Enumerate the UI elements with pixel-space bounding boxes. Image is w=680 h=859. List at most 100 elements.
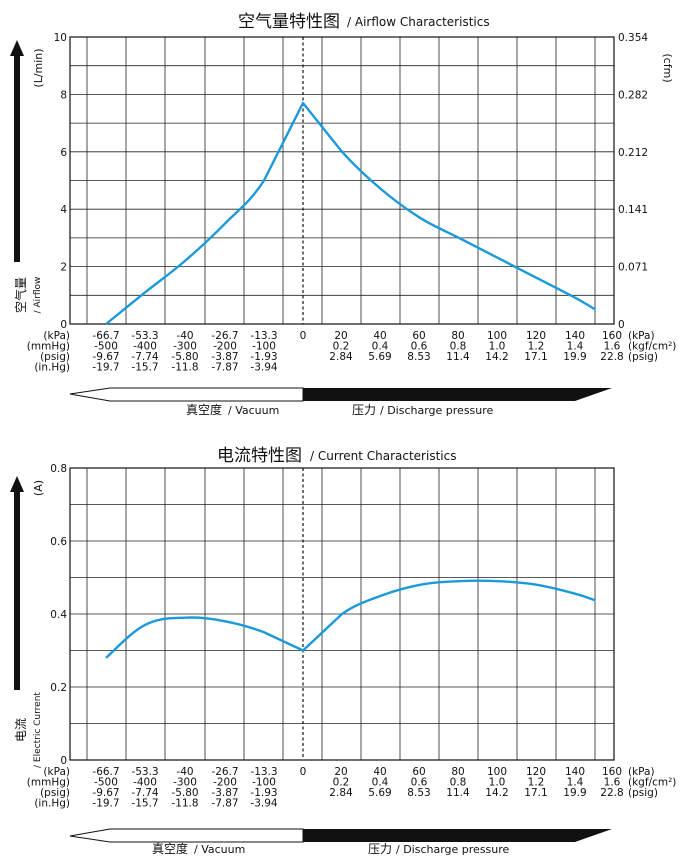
x-tick-label: -7.87 bbox=[211, 798, 238, 810]
x-tick-label: 1.6 bbox=[604, 341, 621, 353]
x-tick-label: -66.7 bbox=[92, 766, 119, 778]
x-tick-label: 0.8 bbox=[450, 341, 467, 353]
current-chart: 0.80.60.40.20(kPa)(mmHg)(psig)(in.Hg)-66… bbox=[10, 463, 676, 810]
x-tick-label: 1.2 bbox=[528, 341, 545, 353]
y-tick-label: 0.4 bbox=[50, 609, 67, 621]
x-tick-label: -100 bbox=[252, 777, 276, 789]
pressure-label: 压力 bbox=[368, 842, 392, 855]
x-tick-label: 0.4 bbox=[372, 777, 389, 789]
x-unit-label: (kPa) bbox=[43, 330, 70, 342]
x-tick-label: -19.7 bbox=[92, 798, 119, 810]
y-tick-label: 0.8 bbox=[50, 463, 67, 475]
pressure-label-en: / Discharge pressure bbox=[380, 404, 494, 417]
x-tick-label: -1.93 bbox=[250, 787, 277, 799]
x-tick-label: 8.53 bbox=[407, 787, 430, 799]
x-unit-label-right: (kgf/cm²) bbox=[628, 777, 676, 789]
x-tick-label: -9.67 bbox=[92, 787, 119, 799]
x-tick-label: -53.3 bbox=[131, 766, 158, 778]
y-tick-label-right: 0.071 bbox=[618, 262, 648, 274]
y-tick-label: 0.6 bbox=[50, 536, 67, 548]
x-tick-label: -400 bbox=[133, 341, 157, 353]
plot-frame bbox=[69, 36, 615, 325]
x-tick-label: -40 bbox=[176, 766, 193, 778]
y-tick-label-right: 0.282 bbox=[618, 89, 648, 101]
y-tick-label-right: 0.212 bbox=[618, 147, 648, 159]
vacuum-label-en: / Vacuum bbox=[228, 404, 279, 417]
x-tick-label: 40 bbox=[373, 766, 386, 778]
vacuum-arrow bbox=[69, 828, 304, 843]
x-tick-label: 19.9 bbox=[563, 351, 586, 363]
x-tick-label: -66.7 bbox=[92, 330, 119, 342]
x-tick-label: 19.9 bbox=[563, 787, 586, 799]
x-tick-label: -3.94 bbox=[250, 798, 277, 810]
x-tick-label: 140 bbox=[565, 766, 585, 778]
x-unit-label: (psig) bbox=[40, 787, 70, 799]
y-tick-label: 4 bbox=[60, 204, 67, 216]
x-tick-label: 100 bbox=[487, 330, 507, 342]
airflow-chart: 10864200.3540.2820.2120.1410.0710(kPa)(m… bbox=[10, 32, 676, 374]
x-tick-label: 20 bbox=[334, 330, 347, 342]
x-tick-label: 8.53 bbox=[407, 351, 430, 363]
x-unit-label: (in.Hg) bbox=[34, 362, 70, 374]
x-tick-label: 160 bbox=[602, 330, 622, 342]
x-tick-label: 14.2 bbox=[485, 787, 508, 799]
x-unit-label: (mmHg) bbox=[27, 777, 70, 789]
y-tick-label: 6 bbox=[60, 147, 67, 159]
current-subtitle: / Current Characteristics bbox=[310, 449, 456, 463]
x-tick-label: 17.1 bbox=[524, 351, 547, 363]
x-tick-label: -200 bbox=[213, 341, 237, 353]
plot-frame bbox=[69, 467, 615, 761]
x-tick-label: -13.3 bbox=[250, 330, 277, 342]
x-tick-label: 0.2 bbox=[333, 341, 350, 353]
series-line bbox=[105, 579, 596, 659]
current-ylabel-en: / Electric Current bbox=[33, 692, 43, 768]
x-tick-label: 120 bbox=[526, 330, 546, 342]
x-tick-label: -7.87 bbox=[211, 362, 238, 374]
y-axis-arrow-shaft bbox=[14, 490, 20, 690]
series-line bbox=[105, 101, 597, 325]
x-tick-label: 0.6 bbox=[411, 777, 428, 789]
x-tick-label: 0.6 bbox=[411, 341, 428, 353]
x-tick-label: -15.7 bbox=[131, 798, 158, 810]
x-tick-label: -40 bbox=[176, 330, 193, 342]
x-tick-label: 11.4 bbox=[446, 787, 470, 799]
x-tick-label: 160 bbox=[602, 766, 622, 778]
x-tick-label: 22.8 bbox=[600, 351, 623, 363]
x-tick-label: -53.3 bbox=[131, 330, 158, 342]
airflow-ylabel-en: / Airflow bbox=[33, 277, 43, 314]
y-tick-label: 2 bbox=[60, 262, 67, 274]
x-tick-label: 1.6 bbox=[604, 777, 621, 789]
x-tick-label: 14.2 bbox=[485, 351, 508, 363]
y-tick-label: 10 bbox=[54, 32, 67, 44]
arrow-band-2: 真空度 / Vacuum 压力 / Discharge pressure bbox=[69, 828, 612, 856]
x-unit-label-right: (psig) bbox=[628, 787, 658, 799]
x-tick-label: -100 bbox=[252, 341, 276, 353]
vacuum-label: 真空度 bbox=[186, 402, 222, 417]
x-tick-label: -15.7 bbox=[131, 362, 158, 374]
x-tick-label: -7.74 bbox=[131, 351, 158, 363]
y-axis-arrow-head bbox=[10, 476, 24, 492]
x-tick-label: 1.0 bbox=[489, 777, 506, 789]
x-tick-label: 1.4 bbox=[567, 777, 584, 789]
x-tick-label: 0.8 bbox=[450, 777, 467, 789]
x-tick-label: -3.94 bbox=[250, 362, 277, 374]
x-tick-label: 80 bbox=[451, 330, 464, 342]
x-unit-label-right: (psig) bbox=[628, 351, 658, 363]
x-tick-label: -500 bbox=[94, 341, 118, 353]
y-axis-arrow-shaft bbox=[14, 54, 20, 262]
x-tick-label: -13.3 bbox=[250, 766, 277, 778]
x-tick-label: -300 bbox=[173, 341, 197, 353]
airflow-title: 空气量特性图 bbox=[238, 12, 340, 32]
pressure-label: 压力 bbox=[352, 403, 376, 417]
x-tick-label: 2.84 bbox=[329, 787, 353, 799]
x-tick-label: 60 bbox=[412, 766, 425, 778]
x-tick-label: -500 bbox=[94, 777, 118, 789]
x-tick-label: -400 bbox=[133, 777, 157, 789]
x-tick-label: -300 bbox=[173, 777, 197, 789]
x-tick-label: -200 bbox=[213, 777, 237, 789]
x-tick-label: 20 bbox=[334, 766, 347, 778]
x-tick-label: 11.4 bbox=[446, 351, 470, 363]
x-tick-label: -26.7 bbox=[211, 766, 238, 778]
x-unit-label: (kPa) bbox=[43, 766, 70, 778]
x-unit-label-right: (kgf/cm²) bbox=[628, 341, 676, 353]
